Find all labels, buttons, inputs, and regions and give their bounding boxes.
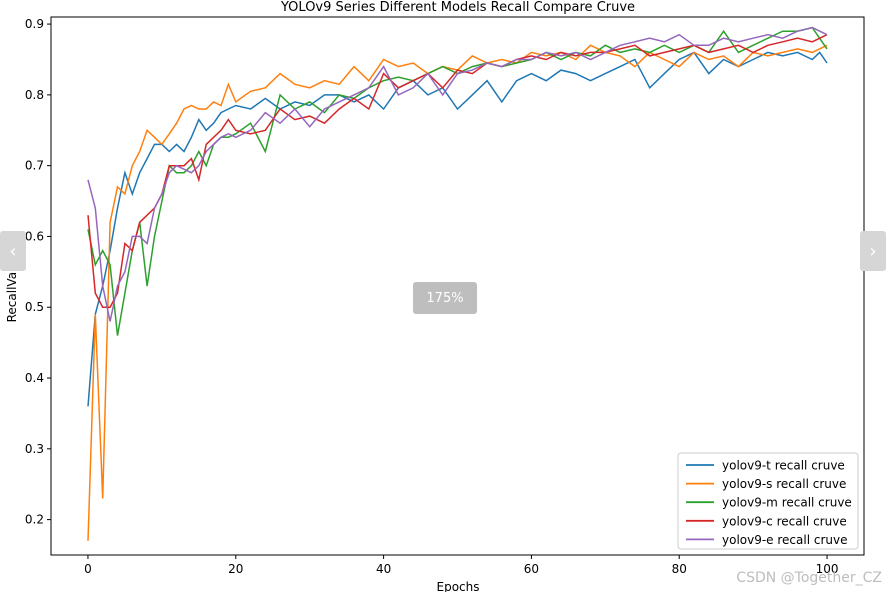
series-line-3	[87, 26, 828, 336]
plot-frame	[50, 16, 865, 556]
legend-label: yolov9-e recall cruve	[722, 533, 848, 547]
x-tick-label: 100	[816, 562, 839, 576]
x-tick-label: 20	[228, 562, 243, 576]
x-tick-label: 60	[524, 562, 539, 576]
x-tick-label: 0	[84, 562, 92, 576]
series-line-1	[87, 51, 828, 407]
y-tick-label: 0.5	[25, 300, 44, 314]
x-tick-label: 80	[672, 562, 687, 576]
y-tick-label: 0.7	[25, 159, 44, 173]
x-tick-label: 40	[376, 562, 391, 576]
legend-label: yolov9-m recall cruve	[722, 496, 852, 510]
legend-box	[677, 452, 859, 550]
legend-label: yolov9-c recall cruve	[722, 514, 847, 528]
prev-image-button[interactable]: ‹	[0, 231, 26, 271]
x-axis: 0 20 40 60 80 100	[84, 555, 838, 576]
legend-label: yolov9-t recall cruve	[722, 459, 845, 473]
plot-lines	[87, 26, 828, 541]
watermark: CSDN @Together_CZ	[736, 570, 882, 586]
chevron-right-icon: ›	[869, 240, 877, 262]
x-axis-label: Epochs	[437, 580, 480, 592]
y-tick-label: 0.9	[25, 17, 44, 31]
chart-title: YOLOv9 Series Different Models Recall Co…	[280, 0, 635, 15]
next-image-button[interactable]: ›	[860, 231, 886, 271]
zoom-indicator: 175%	[413, 282, 477, 314]
y-tick-label: 0.4	[25, 371, 44, 385]
y-tick-label: 0.3	[25, 442, 44, 456]
series-line-5	[87, 26, 828, 322]
series-line-4	[87, 34, 828, 308]
chevron-left-icon: ‹	[9, 240, 17, 262]
legend: yolov9-t recall cruve yolov9-s recall cru…	[677, 452, 859, 550]
y-tick-label: 0.2	[25, 513, 44, 527]
y-tick-label: 0.6	[25, 229, 44, 243]
y-axis: 0.2 0.3 0.4 0.5 0.6 0.7 0.8 0.9	[25, 17, 51, 527]
y-tick-label: 0.8	[25, 88, 44, 102]
legend-label: yolov9-s recall cruve	[722, 477, 846, 491]
series-line-2	[87, 44, 828, 541]
